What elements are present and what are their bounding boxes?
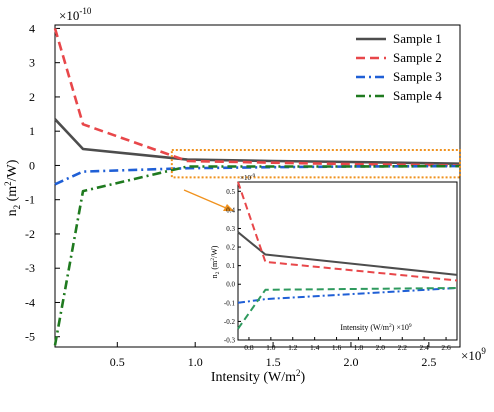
legend-label-2: Sample 2 [393, 50, 442, 65]
y-tick-label: 3 [29, 56, 35, 70]
x-tick-label: 2.0 [343, 355, 358, 369]
inset-plot: -0.3 -0.2 -0.1 0.0 0.1 0.2 0.3 0.4 0.5 0.8 1.0 1.2 1… [210, 174, 458, 352]
y-tick-label: -5 [25, 330, 35, 344]
series-line-4 [53, 164, 461, 346]
inset-y-multiplier-exp: -9 [251, 174, 256, 179]
inset-y-tick-label: -0.1 [224, 299, 236, 307]
inset-y-tick-label: 0.2 [226, 244, 235, 252]
y-tick-label: -1 [25, 193, 35, 207]
inset-series-line-4 [237, 287, 458, 330]
x-tick-label: 1.5 [266, 355, 281, 369]
zoom-highlight [170, 149, 461, 211]
zoom-arrow-line [183, 189, 227, 209]
zoom-region-box [170, 149, 461, 179]
y-axis-label-mid: (m [5, 186, 20, 205]
y-tick-label: -3 [25, 261, 35, 275]
y-tick-label: 2 [29, 90, 35, 104]
inset-x-axis-label-tail: ) ×10 [392, 323, 409, 332]
inset-x-tick-label: 2.0 [376, 343, 386, 352]
y-axis-label: n2 (m2/W) [3, 159, 22, 216]
x-axis-label: Intensity (W/m2) [211, 368, 306, 385]
inset-y-tick-label: 0.4 [226, 206, 235, 214]
inset-y-tick-label: -0.3 [224, 337, 236, 345]
inset-y-tick-label: -0.2 [224, 318, 236, 326]
inset-y-axis-label-sub: 2 [215, 271, 221, 274]
inset-series-line-1 [237, 231, 458, 276]
inset-y-tick-label: 0.3 [226, 225, 235, 233]
x-axis-label-tail: ) [300, 370, 305, 385]
inset-x-tick-label: 2.4 [419, 343, 429, 352]
inset-x-axis-label-sup: 2 [389, 323, 392, 329]
x-multiplier-exp: 9 [481, 346, 486, 356]
y-axis-label-sup: 2 [3, 181, 13, 186]
x-multiplier: ×109 [461, 346, 486, 363]
inset-y-tick-label: 0.5 [226, 188, 235, 196]
inset-x-tick-label: 2.6 [441, 343, 451, 352]
x-tick-label: 0.5 [110, 355, 125, 369]
y-multiplier-exp: -10 [79, 6, 91, 16]
inset-x-axis-label-exp: 9 [409, 323, 412, 329]
inset-x-tick-label: 1.2 [288, 343, 298, 352]
inset-y-axis-label-end: /W) [210, 245, 219, 258]
inset-y-axis-label: n2 (m2/W) [210, 245, 221, 278]
inset-x-axis-label: Intensity (W/m2) ×109 [340, 323, 412, 332]
y-multiplier: ×10-10 [59, 6, 92, 23]
y-axis-label-end: /W) [5, 159, 20, 181]
y-axis-label-sub: 2 [12, 205, 22, 210]
x-tick-label: 2.5 [421, 355, 436, 369]
inset-x-tick-label: 1.4 [310, 343, 320, 352]
inset-x-tick-label: 1.0 [266, 343, 276, 352]
x-tick-label: 1.0 [188, 355, 203, 369]
y-tick-label: -2 [25, 227, 35, 241]
inset-y-multiplier: ×10-9 [240, 174, 256, 182]
zoom-arrow-head [223, 204, 234, 211]
inset-y-axis-label-mid: (m [210, 260, 219, 272]
inset-series-line-3 [237, 287, 458, 304]
x-axis-label-sup: 2 [296, 368, 301, 378]
legend-label-3: Sample 3 [393, 69, 442, 84]
legend-label-1: Sample 1 [393, 31, 442, 46]
inset-y-tick-label: 0.1 [226, 262, 235, 270]
y-tick-label: 1 [29, 124, 35, 138]
inset-x-tick-label: 1.8 [354, 343, 364, 352]
inset-x-tick-label: 0.8 [244, 343, 254, 352]
inset-frame [237, 181, 458, 341]
y-tick-label: 4 [29, 21, 35, 35]
y-tick-label: 0 [29, 158, 35, 172]
series-line-1 [54, 118, 461, 165]
series-line-2 [53, 28, 461, 167]
inset-x-tick-label: 2.2 [398, 343, 408, 352]
legend-label-4: Sample 4 [393, 88, 442, 103]
inset-y-axis-label-sup: 2 [210, 258, 216, 261]
plot-frame [54, 24, 461, 348]
legend: Sample 1 Sample 2 Sample 3 Sample 4 [356, 31, 442, 103]
inset-x-tick-label: 1.6 [332, 343, 342, 352]
y-tick-label: -4 [25, 295, 35, 309]
inset-y-tick-label: 0.0 [226, 281, 235, 289]
inset-series-line-2 [237, 181, 458, 282]
